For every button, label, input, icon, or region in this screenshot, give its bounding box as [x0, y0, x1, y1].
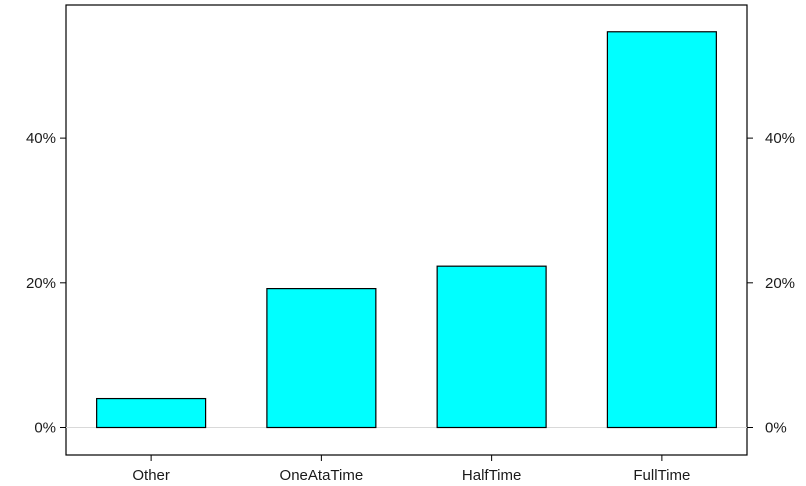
left-y-tick-label: 20%	[26, 275, 56, 292]
bar-fulltime	[606, 31, 717, 429]
bars-group	[96, 31, 717, 429]
x-tick-label: HalfTime	[462, 467, 521, 484]
left-y-tick-label: 40%	[26, 130, 56, 147]
x-tick-label: FullTime	[633, 467, 690, 484]
bar-other	[96, 397, 207, 429]
x-axis: Other OneAtaTime HalfTime FullTime	[132, 455, 690, 484]
bar-halftime	[436, 265, 547, 429]
x-tick-label: OneAtaTime	[280, 467, 364, 484]
right-y-axis: 0% 20% 40%	[747, 130, 795, 437]
right-y-tick-label: 40%	[765, 130, 795, 147]
right-y-tick-label: 0%	[765, 420, 787, 437]
left-y-axis: 0% 20% 40%	[26, 130, 66, 437]
x-tick-label: Other	[132, 467, 170, 484]
plot-frame	[65, 4, 748, 456]
left-y-tick-label: 0%	[34, 420, 56, 437]
bar-oneatatime	[266, 288, 377, 429]
right-y-tick-label: 20%	[765, 275, 795, 292]
